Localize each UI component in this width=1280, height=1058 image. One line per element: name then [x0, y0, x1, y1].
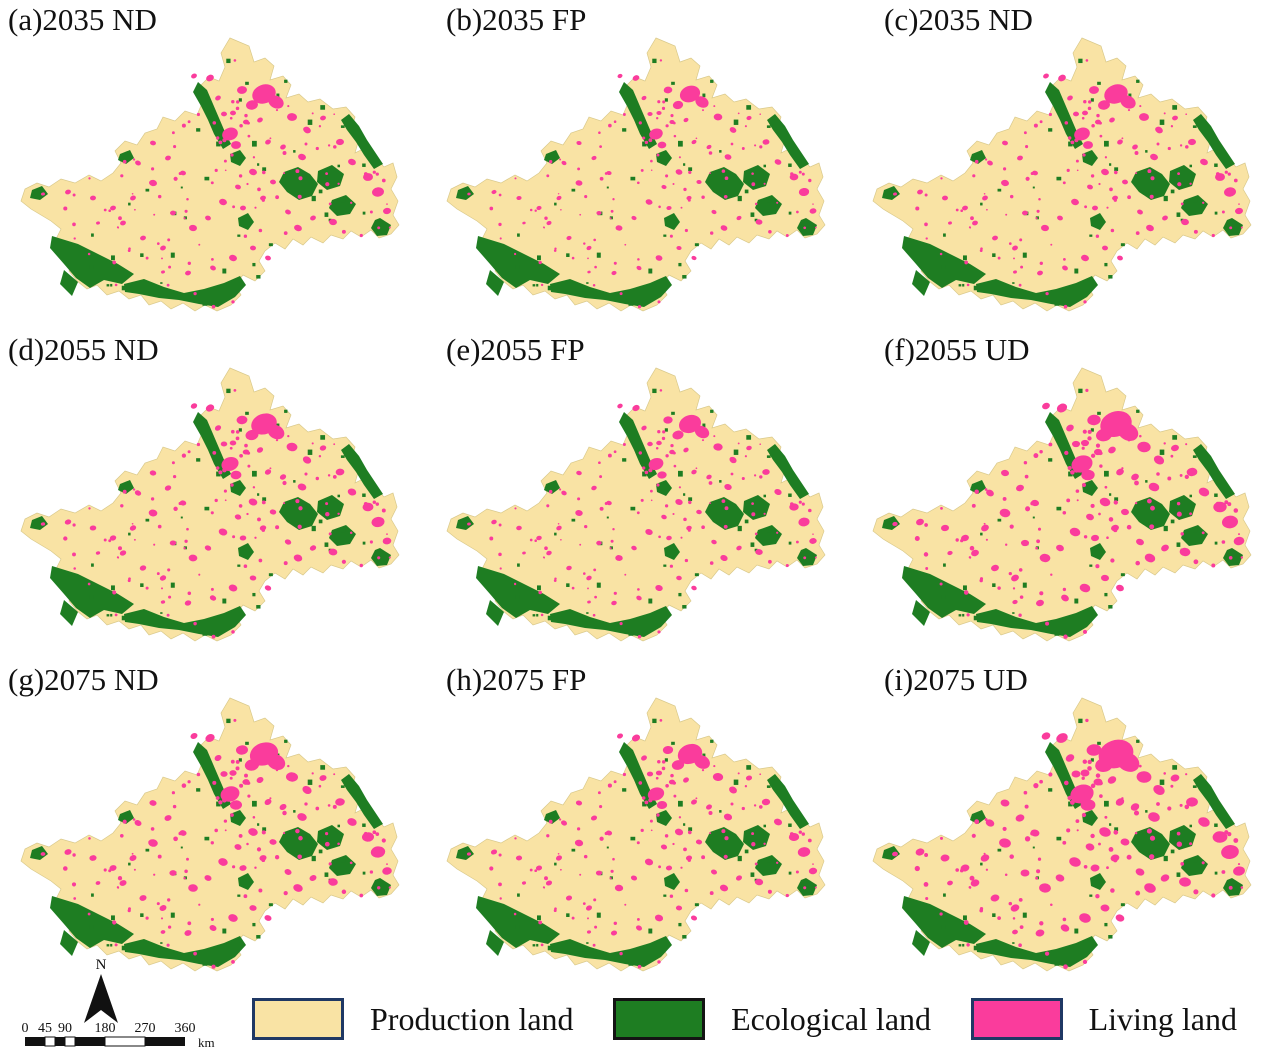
map-panel-c: (c)2035 ND: [852, 0, 1278, 330]
map-panel-b: (b)2035 FP: [426, 0, 852, 330]
scale-tick: 270: [135, 1021, 156, 1036]
land-use-map: [446, 367, 826, 642]
panel-label: (d)2055 ND: [8, 332, 159, 367]
panel-label: (f)2055 UD: [884, 332, 1030, 367]
land-use-map: [20, 367, 400, 642]
map-panel-d: (d)2055 ND: [0, 330, 426, 660]
map-panel-a: (a)2035 ND: [0, 0, 426, 330]
panel-label: (i)2075 UD: [884, 662, 1028, 697]
scale-tick: 0: [22, 1021, 29, 1036]
legend-label: Ecological land: [731, 1000, 932, 1037]
legend-item-ecological: Ecological land: [613, 998, 931, 1040]
legend-item-living: Living land: [970, 998, 1237, 1040]
map-panel-h: (h)2075 FP: [426, 660, 852, 985]
land-use-map: [872, 37, 1252, 312]
scale-bar: 0 45 90 180 270 360 km: [22, 1021, 215, 1050]
map-cartography: N 0 45 90 180 270 360 km: [0, 953, 232, 1053]
ecological-land-swatch: [613, 998, 706, 1040]
legend: Production land Ecological land Living l…: [252, 992, 1237, 1046]
production-land-swatch: [252, 998, 344, 1040]
scale-unit-label: km: [198, 1035, 215, 1050]
map-panel-i: (i)2075 UD: [852, 660, 1278, 985]
legend-item-production: Production land: [252, 998, 574, 1040]
panel-label: (c)2035 ND: [884, 2, 1033, 37]
map-panel-e: (e)2055 FP: [426, 330, 852, 660]
land-use-map: [446, 697, 826, 972]
scale-tick: 90: [58, 1021, 72, 1036]
panel-label: (h)2075 FP: [446, 662, 587, 697]
panel-label: (a)2035 ND: [8, 2, 157, 37]
panel-label: (g)2075 ND: [8, 662, 159, 697]
legend-label: Production land: [370, 1000, 574, 1037]
panel-grid: (a)2035 ND (b)2035 FP (c)2035 ND (d)2055…: [0, 0, 1278, 985]
land-use-map: [872, 367, 1252, 642]
legend-label: Living land: [1088, 1000, 1237, 1037]
scale-tick: 360: [175, 1021, 196, 1036]
land-use-map: [872, 697, 1252, 972]
land-use-map: [20, 697, 400, 972]
scale-tick: 180: [95, 1021, 116, 1036]
living-land-swatch: [970, 998, 1063, 1040]
land-use-map: [20, 37, 400, 312]
map-panel-g: (g)2075 ND: [0, 660, 426, 985]
north-arrow-icon: [84, 974, 118, 1023]
panel-label: (b)2035 FP: [446, 2, 587, 37]
panel-label: (e)2055 FP: [446, 332, 585, 367]
map-panel-f: (f)2055 UD: [852, 330, 1278, 660]
land-use-map: [446, 37, 826, 312]
north-arrow-label: N: [96, 957, 107, 973]
scale-tick: 45: [38, 1021, 52, 1036]
